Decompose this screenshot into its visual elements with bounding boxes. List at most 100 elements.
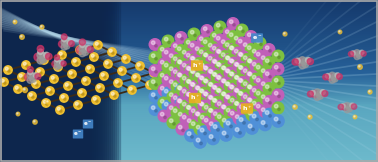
Circle shape <box>186 53 190 57</box>
Circle shape <box>57 67 60 69</box>
Circle shape <box>237 102 249 115</box>
Circle shape <box>5 67 8 70</box>
Circle shape <box>155 45 157 47</box>
Circle shape <box>1 79 4 82</box>
Circle shape <box>72 58 80 66</box>
Bar <box>0 83 378 85</box>
Circle shape <box>197 47 209 60</box>
Circle shape <box>213 60 217 64</box>
Circle shape <box>249 111 263 125</box>
Circle shape <box>71 74 74 76</box>
Circle shape <box>223 66 237 80</box>
Circle shape <box>199 102 203 105</box>
Bar <box>0 0 102 162</box>
Circle shape <box>344 102 350 108</box>
Circle shape <box>195 112 197 115</box>
Circle shape <box>170 67 183 80</box>
Circle shape <box>214 59 226 73</box>
Circle shape <box>239 80 241 82</box>
Circle shape <box>234 75 238 79</box>
Circle shape <box>259 105 271 118</box>
Circle shape <box>278 108 280 111</box>
Circle shape <box>186 93 188 96</box>
Circle shape <box>195 99 199 103</box>
Circle shape <box>265 72 269 75</box>
Circle shape <box>40 72 42 74</box>
Circle shape <box>230 60 232 63</box>
Circle shape <box>47 88 50 91</box>
Circle shape <box>208 83 210 86</box>
Circle shape <box>221 53 223 56</box>
Circle shape <box>216 63 218 66</box>
Circle shape <box>201 64 214 76</box>
Bar <box>0 47 378 49</box>
Circle shape <box>230 99 232 102</box>
Circle shape <box>197 73 209 86</box>
Bar <box>0 42 378 45</box>
Circle shape <box>228 96 240 109</box>
Circle shape <box>155 58 157 60</box>
Circle shape <box>207 30 209 33</box>
Circle shape <box>61 44 67 50</box>
Circle shape <box>217 89 219 92</box>
Circle shape <box>213 112 217 116</box>
Circle shape <box>350 103 355 108</box>
Circle shape <box>209 122 213 126</box>
Circle shape <box>262 69 276 82</box>
Circle shape <box>268 45 273 50</box>
Circle shape <box>204 79 208 83</box>
Bar <box>0 0 62 162</box>
Circle shape <box>256 39 260 43</box>
Circle shape <box>225 82 227 85</box>
Bar <box>0 20 378 22</box>
Circle shape <box>226 43 240 56</box>
Circle shape <box>247 46 251 50</box>
Circle shape <box>54 55 60 60</box>
Circle shape <box>28 92 36 100</box>
Circle shape <box>214 99 228 112</box>
Circle shape <box>347 106 353 112</box>
Circle shape <box>269 88 271 91</box>
Circle shape <box>234 115 236 118</box>
Circle shape <box>184 116 197 129</box>
Circle shape <box>278 56 280 59</box>
Circle shape <box>164 77 166 80</box>
Circle shape <box>214 112 228 125</box>
Circle shape <box>237 63 249 76</box>
Circle shape <box>182 90 184 93</box>
Circle shape <box>274 52 278 56</box>
Bar <box>0 0 92 162</box>
Circle shape <box>54 64 60 70</box>
Circle shape <box>212 86 214 89</box>
Circle shape <box>204 93 206 96</box>
Circle shape <box>240 66 254 79</box>
Circle shape <box>208 69 212 73</box>
Circle shape <box>149 77 161 90</box>
Circle shape <box>64 40 70 46</box>
Circle shape <box>271 50 285 63</box>
Circle shape <box>109 49 112 52</box>
Circle shape <box>262 82 276 95</box>
Circle shape <box>178 60 182 64</box>
Bar <box>0 2 378 4</box>
Circle shape <box>170 93 183 106</box>
Circle shape <box>74 101 82 109</box>
Circle shape <box>187 132 191 135</box>
Circle shape <box>158 83 170 97</box>
Circle shape <box>161 99 175 112</box>
Circle shape <box>164 103 166 106</box>
Circle shape <box>85 45 91 51</box>
Circle shape <box>203 27 207 30</box>
Circle shape <box>259 53 271 66</box>
Circle shape <box>278 82 280 85</box>
Circle shape <box>37 52 44 58</box>
Circle shape <box>200 89 204 93</box>
Circle shape <box>175 83 189 97</box>
Circle shape <box>222 92 226 96</box>
Circle shape <box>194 73 196 76</box>
Circle shape <box>218 89 231 102</box>
Circle shape <box>164 63 168 67</box>
Bar <box>0 142 378 144</box>
Circle shape <box>189 119 201 132</box>
Circle shape <box>191 122 195 126</box>
